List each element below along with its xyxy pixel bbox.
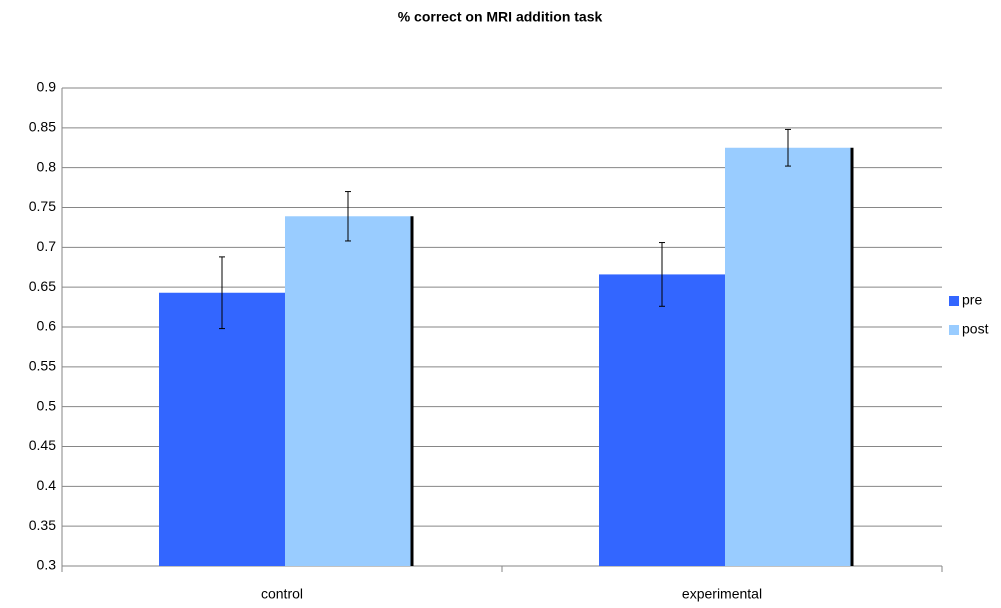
legend-swatch: [949, 296, 959, 306]
error-bar: [659, 242, 665, 307]
y-tick-label: 0.45: [29, 437, 56, 453]
y-tick-label: 0.3: [37, 557, 57, 573]
legend-swatch: [949, 325, 959, 335]
y-tick-label: 0.75: [29, 198, 56, 214]
legend-label: pre: [962, 292, 982, 308]
x-tick-label: control: [261, 586, 303, 602]
bar: [599, 274, 725, 566]
bar: [285, 216, 411, 566]
y-tick-label: 0.8: [37, 158, 57, 174]
bar: [725, 147, 851, 566]
bar: [159, 292, 285, 566]
legend-label: post: [962, 321, 989, 337]
y-tick-label: 0.85: [29, 119, 56, 135]
chart-title: % correct on MRI addition task: [398, 9, 603, 25]
y-tick-label: 0.5: [37, 397, 57, 413]
y-tick-label: 0.4: [37, 477, 57, 493]
error-bar: [219, 256, 225, 330]
y-tick-label: 0.65: [29, 278, 56, 294]
y-tick-label: 0.9: [37, 79, 57, 95]
y-tick-label: 0.7: [37, 238, 57, 254]
y-tick-label: 0.6: [37, 318, 57, 334]
y-tick-label: 0.35: [29, 517, 56, 533]
y-tick-label: 0.55: [29, 358, 56, 374]
error-bar: [785, 128, 791, 167]
x-tick-label: experimental: [682, 586, 762, 602]
error-bar: [345, 191, 351, 242]
